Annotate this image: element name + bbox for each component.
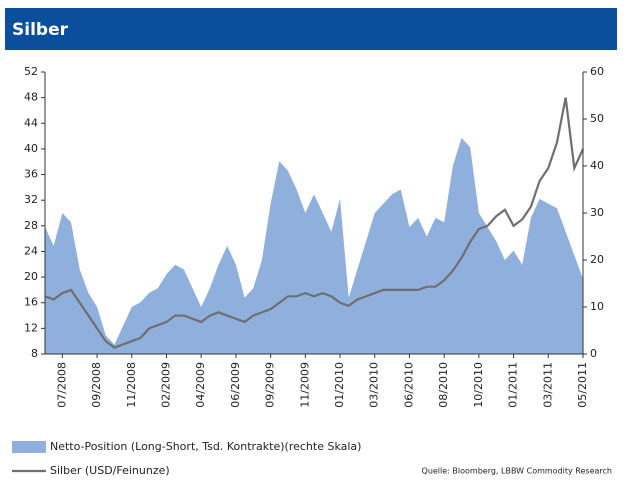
x-tick-label: 11/2009 bbox=[298, 362, 311, 408]
legend-label: Netto-Position (Long-Short, Tsd. Kontrak… bbox=[50, 440, 361, 453]
y-tick-label: 52 bbox=[24, 65, 38, 78]
x-tick-label: 04/2009 bbox=[194, 362, 207, 408]
legend-label: Silber (USD/Feinunze) bbox=[50, 464, 170, 477]
line bbox=[44, 97, 585, 349]
x-tick-label: 03/2010 bbox=[368, 362, 381, 408]
x-tick-label: 06/2010 bbox=[402, 362, 415, 408]
legend-swatch bbox=[12, 441, 46, 453]
x-tick-label: 08/2010 bbox=[437, 362, 450, 408]
area bbox=[45, 137, 583, 354]
y-tick-label: 12 bbox=[24, 321, 38, 334]
y-tick-label: 16 bbox=[24, 296, 38, 309]
x-tick-label: 07/2008 bbox=[55, 362, 68, 408]
source: Quelle: Bloomberg, LBBW Commodity Resear… bbox=[422, 467, 612, 476]
y2-tick-label: 0 bbox=[590, 347, 597, 360]
x-tick-label: 09/2008 bbox=[90, 362, 103, 408]
x-tick-label: 01/2010 bbox=[333, 362, 346, 408]
x-tick-label: 03/2011 bbox=[541, 362, 554, 408]
chart-title: Silber bbox=[12, 20, 69, 40]
x-tick-label: 06/2009 bbox=[229, 362, 242, 408]
y-tick-label: 20 bbox=[24, 270, 38, 283]
y2-tick-label: 20 bbox=[590, 253, 604, 266]
x-tick-label: 05/2011 bbox=[576, 362, 589, 408]
y-tick-label: 32 bbox=[24, 193, 38, 206]
y-tick-label: 36 bbox=[24, 168, 38, 181]
title-bar bbox=[5, 8, 617, 50]
x-tick-label: 02/2009 bbox=[159, 362, 172, 408]
y-tick-label: 8 bbox=[31, 347, 38, 360]
y2-tick-label: 40 bbox=[590, 159, 604, 172]
x-tick-label: 01/2011 bbox=[507, 362, 520, 408]
y2-tick-label: 10 bbox=[590, 300, 604, 313]
y2-tick-label: 50 bbox=[590, 112, 604, 125]
y2-tick-label: 60 bbox=[590, 65, 604, 78]
y2-tick-label: 30 bbox=[590, 206, 604, 219]
y-tick-label: 40 bbox=[24, 142, 38, 155]
x-tick-label: 10/2010 bbox=[472, 362, 485, 408]
y-tick-label: 44 bbox=[24, 116, 38, 129]
y-tick-label: 28 bbox=[24, 219, 38, 232]
x-tick-label: 09/2009 bbox=[264, 362, 277, 408]
y-tick-label: 24 bbox=[24, 244, 38, 257]
y-tick-label: 48 bbox=[24, 91, 38, 104]
x-tick-label: 11/2008 bbox=[125, 362, 138, 408]
